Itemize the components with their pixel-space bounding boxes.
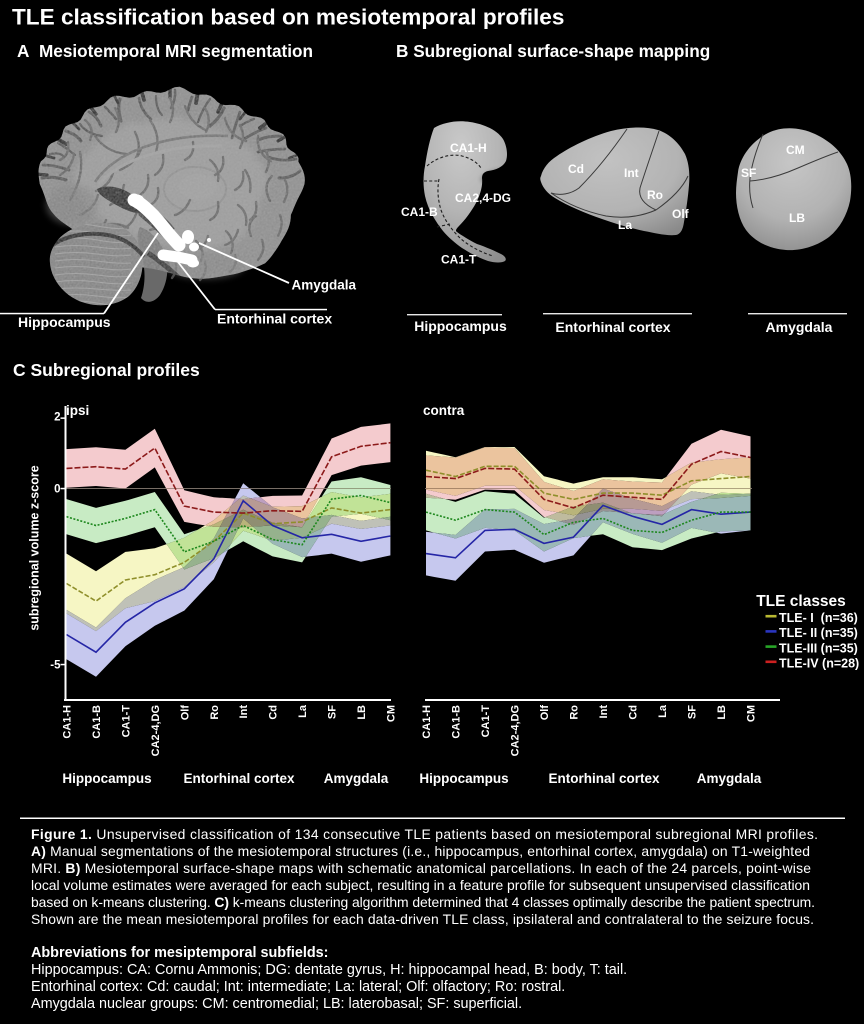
- svg-text:Olf: Olf: [179, 705, 191, 721]
- svg-text:Amygdala: Amygdala: [697, 771, 762, 786]
- svg-text:CM: CM: [746, 705, 758, 722]
- svg-text:TLE- I (n=36): TLE- I (n=36): [779, 611, 858, 625]
- svg-text:CM: CM: [385, 705, 397, 722]
- svg-text:CA2-4,DG: CA2-4,DG: [510, 705, 522, 756]
- svg-text:based on k-means clustering. C: based on k-means clustering. C) k-means …: [31, 894, 815, 910]
- svg-text:0: 0: [54, 484, 60, 496]
- svg-text:Entorhinal cortex: Cd: caudal;: Entorhinal cortex: Cd: caudal; Int: inte…: [31, 979, 565, 995]
- svg-text:Entorhinal cortex: Entorhinal cortex: [183, 771, 295, 786]
- svg-text:local volume estimates were av: local volume estimates were averaged for…: [31, 877, 810, 893]
- svg-text:MRI. B) Mesiotemporal surface-: MRI. B) Mesiotemporal surface-shape maps…: [31, 860, 811, 876]
- svg-text:LB: LB: [716, 705, 728, 720]
- svg-text:CA1-T: CA1-T: [480, 705, 492, 738]
- svg-text:Olf: Olf: [539, 705, 551, 721]
- svg-text:Hippocampus: CA: Cornu Ammonis: Hippocampus: CA: Cornu Ammonis; DG: dent…: [31, 962, 627, 978]
- svg-text:Hippocampus: Hippocampus: [62, 771, 151, 786]
- svg-text:TLE classes: TLE classes: [756, 593, 846, 610]
- svg-text:CA1-H: CA1-H: [62, 705, 74, 739]
- svg-text:ipsi: ipsi: [66, 403, 89, 418]
- svg-text:2: 2: [54, 411, 60, 423]
- svg-text:Cd: Cd: [628, 705, 640, 720]
- svg-text:La: La: [297, 704, 309, 718]
- svg-text:TLE- II (n=35): TLE- II (n=35): [779, 626, 858, 640]
- svg-text:CA1-T: CA1-T: [441, 253, 477, 267]
- svg-text:LB: LB: [789, 211, 805, 225]
- svg-text:La: La: [657, 704, 669, 718]
- svg-text:Hippocampus: Hippocampus: [419, 771, 508, 786]
- svg-text:Abbreviations for mesiptempora: Abbreviations for mesiptemporal subfield…: [31, 945, 328, 961]
- svg-text:CA1-H: CA1-H: [450, 141, 487, 155]
- svg-text:La: La: [618, 218, 632, 232]
- svg-text:A) Manual segmentations of the: A) Manual segmentations of the mesiotemp…: [31, 843, 810, 859]
- svg-text:SF: SF: [687, 705, 699, 719]
- svg-text:TLE-IV (n=28): TLE-IV (n=28): [779, 657, 859, 671]
- svg-text:CA1-H: CA1-H: [421, 705, 433, 739]
- svg-text:subregional volume z-score: subregional volume z-score: [28, 465, 42, 630]
- svg-text:Amygdala: Amygdala: [292, 278, 357, 293]
- svg-text:CA1-T: CA1-T: [120, 705, 132, 738]
- svg-text:Ro: Ro: [209, 705, 221, 720]
- svg-text:Entorhinal cortex: Entorhinal cortex: [217, 311, 332, 327]
- svg-text:CA2-4,DG: CA2-4,DG: [150, 705, 162, 756]
- svg-text:SF: SF: [327, 705, 339, 719]
- svg-text:C Subregional profiles: C Subregional profiles: [13, 360, 200, 380]
- svg-text:TLE classification based on me: TLE classification based on mesiotempora…: [12, 5, 564, 30]
- svg-text:LB: LB: [356, 705, 368, 720]
- svg-text:Hippocampus: Hippocampus: [18, 314, 111, 330]
- svg-text:Int: Int: [238, 705, 250, 719]
- svg-text:B Subregional surface-shape ma: B Subregional surface-shape mapping: [396, 41, 710, 61]
- svg-text:-5: -5: [50, 660, 61, 672]
- svg-text:TLE-III (n=35): TLE-III (n=35): [779, 641, 858, 655]
- svg-text:Cd: Cd: [568, 162, 584, 176]
- svg-text:Olf: Olf: [672, 207, 690, 221]
- svg-text:Figure 1. Unsupervised classif: Figure 1. Unsupervised classification of…: [31, 826, 818, 842]
- svg-text:CA2,4-DG: CA2,4-DG: [455, 191, 511, 205]
- svg-text:Int: Int: [598, 705, 610, 719]
- svg-text:Entorhinal cortex: Entorhinal cortex: [548, 771, 660, 786]
- svg-text:Hippocampus: Hippocampus: [414, 318, 507, 334]
- svg-text:Amygdala: Amygdala: [324, 771, 389, 786]
- svg-text:A Mesiotemporal MRI segmentat: A Mesiotemporal MRI segmentation: [17, 41, 313, 61]
- svg-text:Shown are the mean mesiotempor: Shown are the mean mesiotemporal profile…: [31, 911, 814, 927]
- svg-text:Amygdala: Amygdala: [766, 319, 833, 335]
- svg-text:Ro: Ro: [647, 188, 663, 202]
- svg-text:CA1-B: CA1-B: [91, 705, 103, 739]
- svg-text:Entorhinal cortex: Entorhinal cortex: [555, 319, 670, 335]
- svg-text:SF: SF: [741, 166, 756, 180]
- svg-text:Amygdala nuclear groups: CM: c: Amygdala nuclear groups: CM: centromedia…: [31, 996, 522, 1012]
- svg-text:CM: CM: [786, 143, 805, 157]
- svg-text:Int: Int: [624, 166, 639, 180]
- svg-text:CA1-B: CA1-B: [401, 205, 438, 219]
- svg-text:contra: contra: [423, 403, 465, 418]
- svg-text:Cd: Cd: [268, 705, 280, 720]
- svg-text:Ro: Ro: [569, 705, 581, 720]
- svg-text:CA1-B: CA1-B: [451, 705, 463, 739]
